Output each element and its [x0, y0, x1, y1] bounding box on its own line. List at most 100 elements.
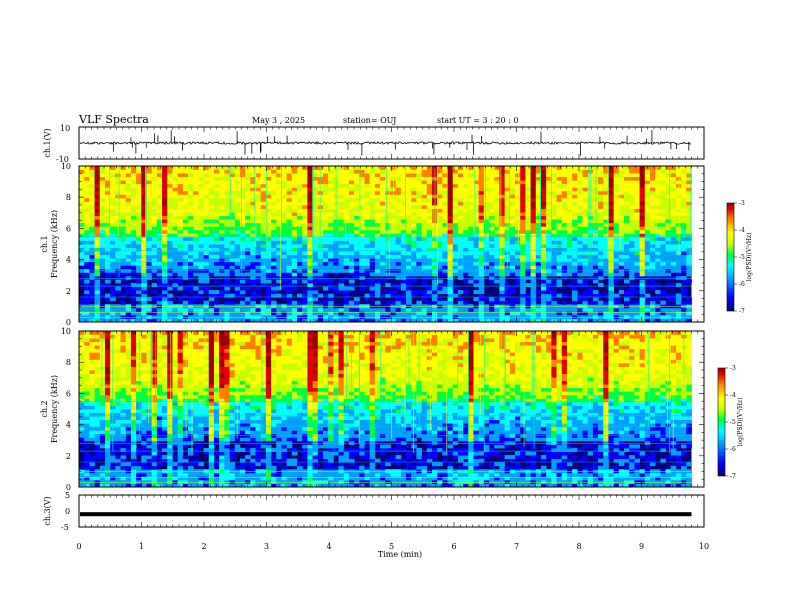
spectrogram-cell: [141, 180, 147, 185]
spectrogram-cell: [213, 261, 220, 266]
spectrogram-cell: [457, 272, 464, 277]
spectrogram-cell: [437, 279, 443, 284]
spectrogram-cell: [188, 166, 194, 170]
spectrogram-cell: [125, 247, 132, 252]
spectrogram-cell: [530, 297, 537, 302]
spectrogram-cell: [245, 176, 251, 181]
spectrogram-cell: [322, 236, 329, 241]
spectrogram-cell: [468, 258, 474, 263]
spectrogram-cell: [665, 197, 672, 202]
spectrogram-cell: [312, 222, 319, 227]
spectrogram-cell: [312, 201, 319, 206]
spectrogram-cell: [167, 307, 173, 312]
spectrogram-cell: [167, 169, 173, 174]
spectrogram-cell: [520, 293, 526, 298]
spectrogram-cell: [442, 261, 448, 266]
spectrogram-cell: [577, 247, 583, 252]
spectrogram-cell: [156, 247, 163, 252]
spectrogram-cell: [271, 173, 277, 178]
spectrogram-cell: [624, 166, 630, 170]
spectrogram-cell: [369, 240, 376, 245]
spectrogram-cell: [447, 258, 454, 263]
spectrogram-cell: [406, 205, 412, 209]
ch1-waveform-time-ticks: [78, 127, 705, 159]
spectrogram-cell: [660, 183, 666, 188]
spectrogram-cell: [120, 222, 127, 227]
spectrogram-cell: [447, 169, 454, 174]
spectrogram-cell: [286, 244, 293, 248]
spectrogram-cell: [125, 166, 132, 170]
spectrogram-cell: [115, 318, 121, 323]
spectrogram-cell: [110, 244, 116, 248]
spectrogram-cell: [172, 265, 179, 270]
spectrogram-cell: [156, 251, 163, 256]
spectrogram-cell: [406, 236, 412, 241]
spectrogram-cell: [411, 279, 417, 284]
spectrogram-cell: [136, 254, 142, 259]
spectrogram-cell: [203, 173, 210, 178]
spectrogram-cell: [265, 212, 272, 217]
spectrogram-cell: [478, 201, 485, 206]
spectrogram-cell: [624, 261, 630, 266]
spectrogram-cell: [208, 290, 215, 295]
spectrogram-cell: [167, 254, 173, 259]
spectrogram-cell: [644, 293, 651, 298]
spectrogram-cell: [213, 265, 220, 270]
spectrogram-cell: [400, 208, 407, 213]
spectrogram-cell: [219, 251, 225, 256]
spectrogram-cell: [276, 169, 282, 174]
spectrogram-cell: [556, 187, 563, 192]
spectrogram-cell: [478, 307, 485, 312]
spectrogram-cell: [359, 283, 365, 287]
spectrogram-cell: [162, 251, 168, 256]
spectrogram-cell: [624, 229, 630, 234]
spectrogram-cell: [468, 244, 474, 248]
spectrogram-cell: [540, 205, 547, 209]
spectrogram-cell: [634, 236, 640, 241]
spectrogram-cell: [437, 297, 443, 302]
spectrogram-cell: [125, 187, 132, 192]
spectrogram-cell: [608, 279, 615, 284]
spectrogram-cell: [281, 208, 288, 213]
spectrogram-cell: [483, 265, 490, 270]
spectrogram-cell: [426, 314, 433, 319]
spectrogram-cell: [447, 197, 454, 202]
spectrogram-cell: [572, 180, 578, 185]
spectrogram-cell: [380, 212, 386, 217]
spectrogram-cell: [271, 311, 277, 316]
spectrogram-cell: [634, 275, 640, 280]
spectrogram-cell: [582, 265, 589, 270]
spectrogram-cell: [598, 258, 604, 263]
spectrogram-cell: [203, 190, 210, 195]
spectrogram-cell: [608, 194, 615, 199]
spectrogram-cell: [452, 307, 459, 312]
spectrogram-cell: [437, 173, 443, 178]
spectrogram-cell: [582, 208, 589, 213]
spectrogram-cell: [613, 307, 620, 312]
spectrogram-cell: [120, 197, 127, 202]
spectrogram-cell: [79, 314, 85, 319]
spectrogram-cell: [421, 212, 428, 217]
spectrogram-cell: [675, 300, 682, 305]
spectrogram-cell: [400, 300, 407, 305]
spectrogram-cell: [302, 251, 308, 256]
spectrogram-cell: [561, 222, 568, 227]
spectrogram-cell: [99, 261, 106, 266]
spectrogram-cell: [613, 258, 620, 263]
spectrogram-cell: [546, 222, 552, 227]
spectrogram-cell: [530, 307, 537, 312]
spectrogram-cell: [224, 307, 230, 312]
spectrogram-cell: [136, 201, 142, 206]
spectrogram-cell: [572, 226, 578, 231]
spectrogram-cell: [94, 173, 101, 178]
spectrogram-cell: [406, 275, 412, 280]
spectrogram-cell: [141, 187, 147, 192]
spectrogram-cell: [406, 265, 412, 270]
spectrogram-cell: [644, 272, 651, 277]
spectrogram-cell: [322, 219, 329, 224]
spectrogram-cell: [359, 265, 365, 270]
spectrogram-cell: [276, 275, 282, 280]
spectrogram-cell: [136, 222, 142, 227]
spectrogram-cell: [94, 275, 101, 280]
spectrogram-cell: [125, 190, 132, 195]
